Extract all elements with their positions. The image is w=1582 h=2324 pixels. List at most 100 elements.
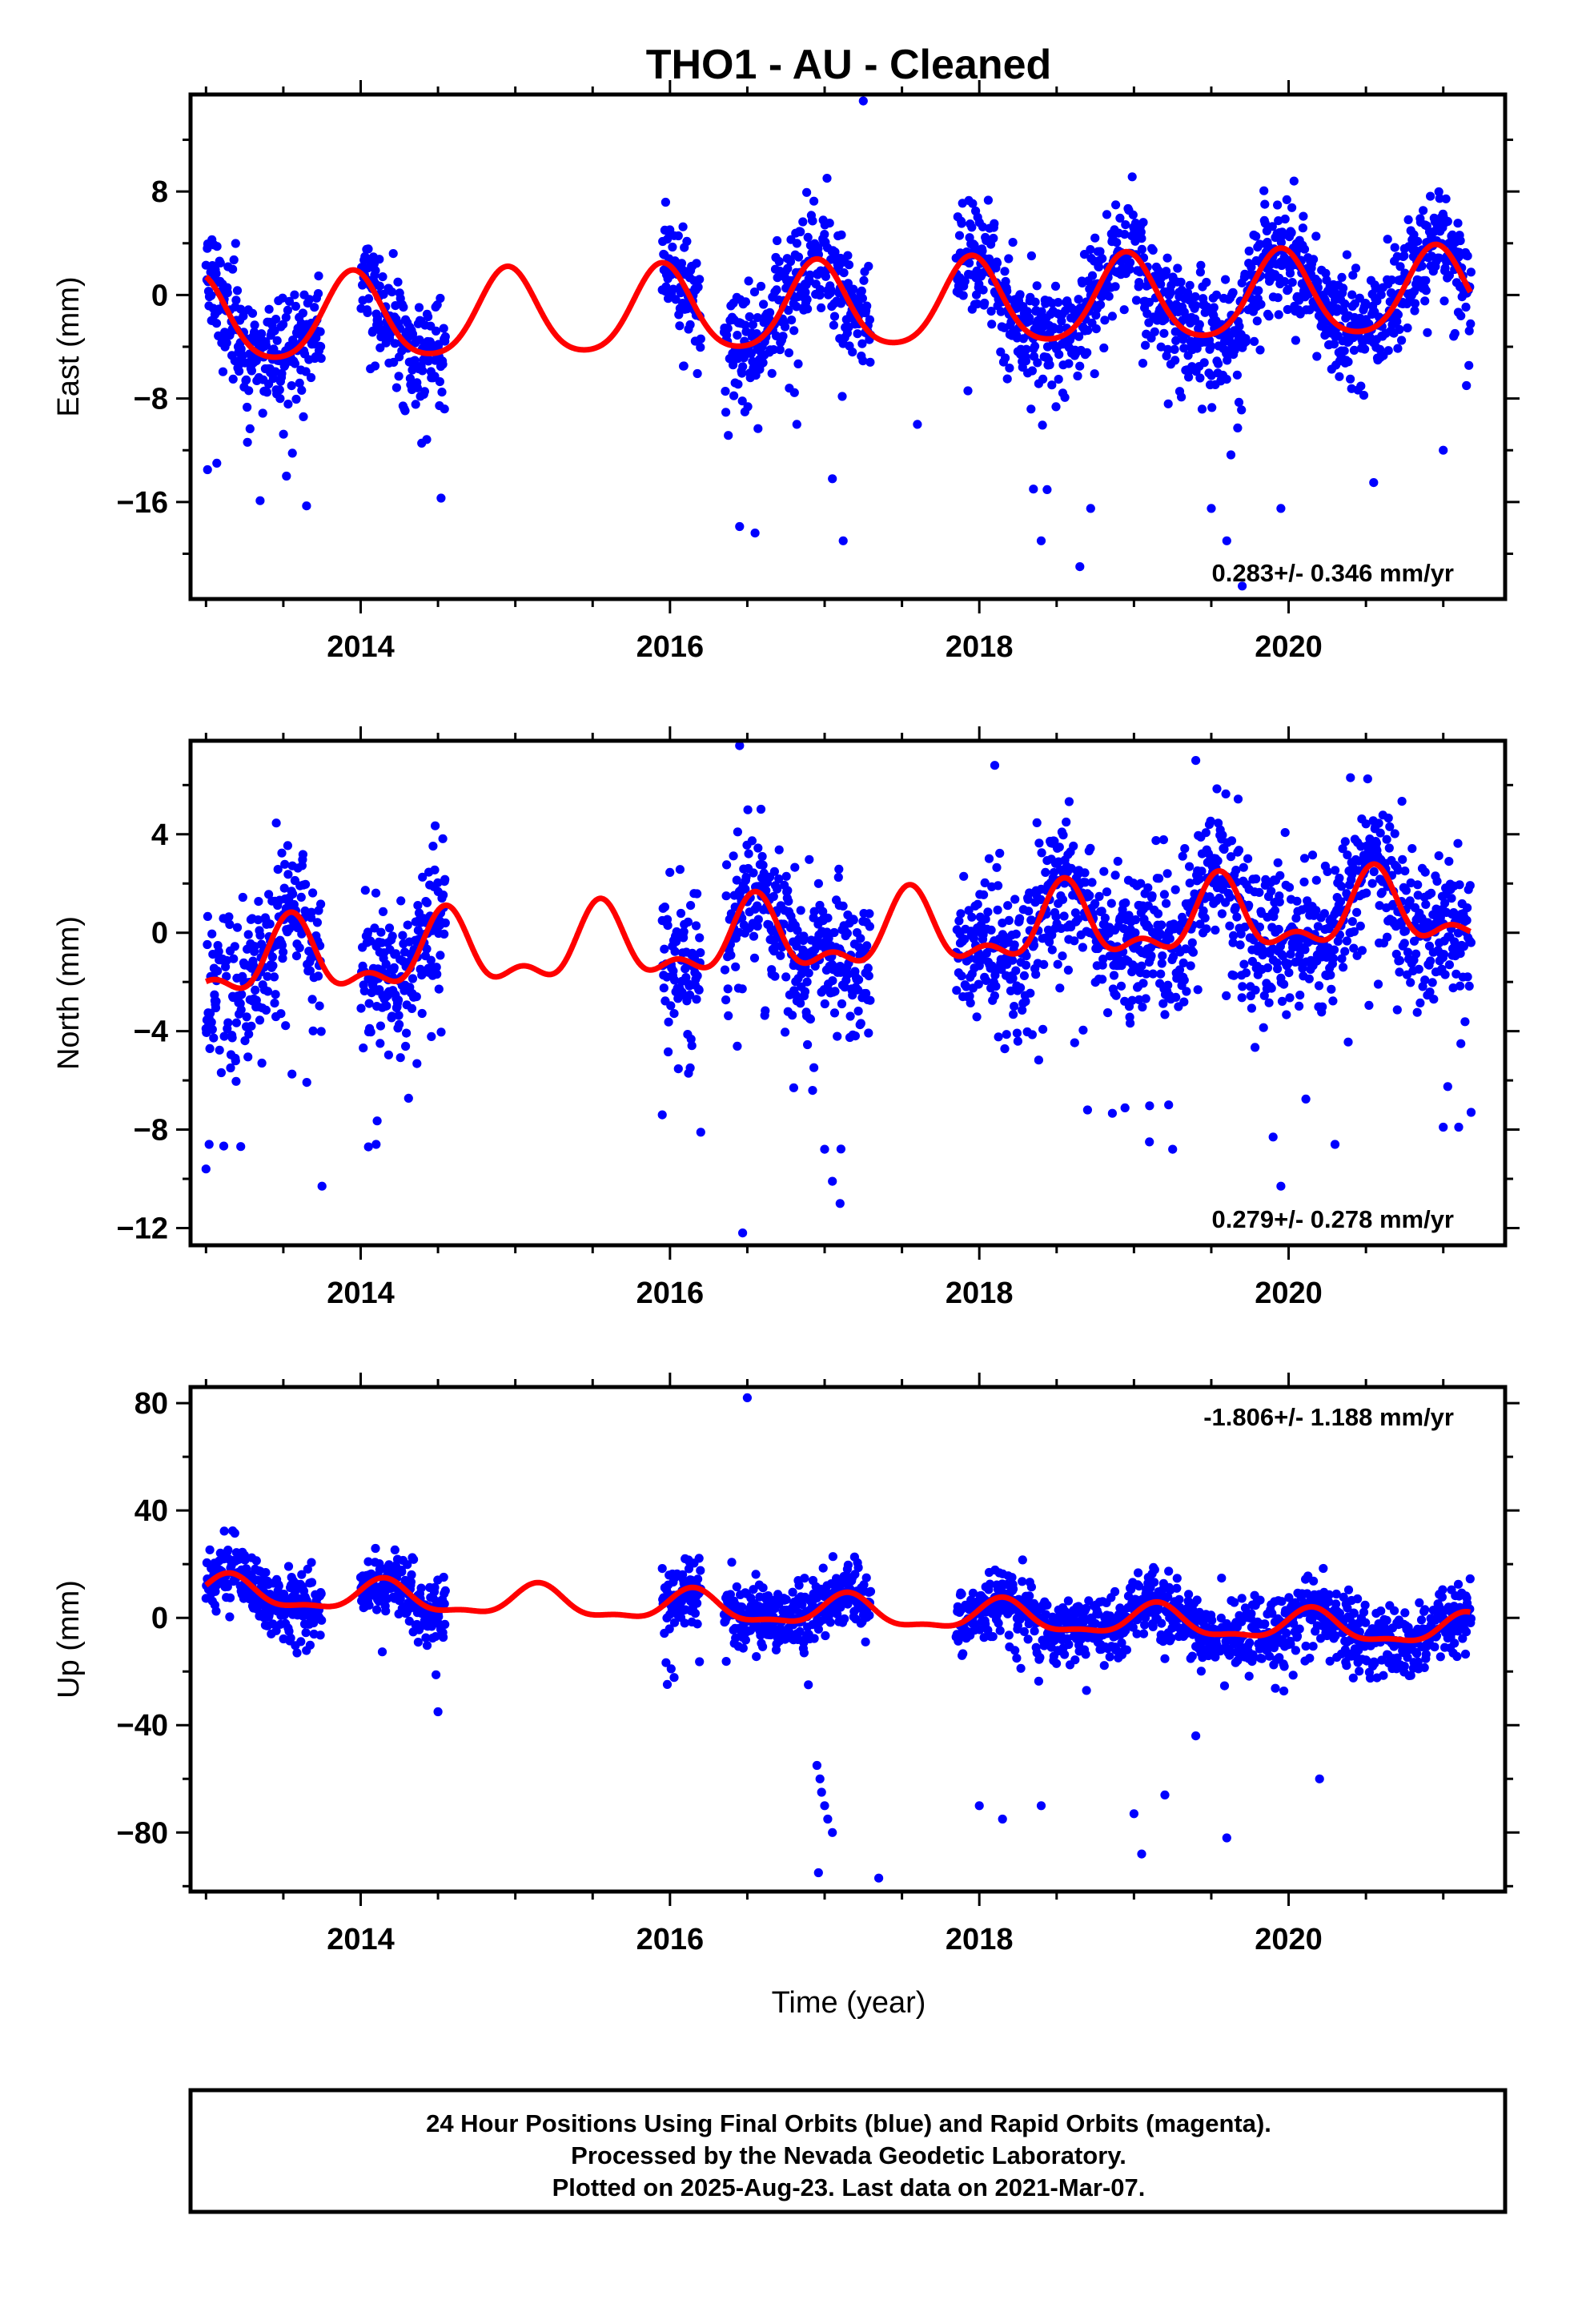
data-point bbox=[792, 239, 802, 248]
data-point bbox=[1323, 866, 1332, 876]
data-point bbox=[1466, 267, 1476, 277]
data-point bbox=[1119, 305, 1129, 315]
data-point bbox=[1387, 275, 1396, 285]
data-point bbox=[982, 975, 991, 985]
data-point bbox=[1082, 1603, 1091, 1613]
data-point bbox=[240, 1036, 250, 1046]
outlier-point bbox=[1454, 1122, 1464, 1132]
data-point bbox=[1191, 292, 1200, 302]
data-point bbox=[959, 871, 969, 881]
data-point bbox=[440, 1599, 449, 1609]
data-point bbox=[666, 1664, 676, 1674]
data-point bbox=[757, 851, 767, 862]
data-point bbox=[432, 969, 442, 979]
data-point bbox=[231, 1076, 241, 1086]
outlier-point bbox=[1029, 485, 1038, 494]
data-point bbox=[1429, 995, 1439, 1004]
data-point bbox=[394, 372, 404, 381]
data-point bbox=[825, 219, 834, 228]
data-point bbox=[1157, 920, 1166, 930]
data-point bbox=[1150, 327, 1159, 336]
data-point bbox=[669, 966, 678, 975]
data-point bbox=[1398, 854, 1407, 864]
data-point bbox=[984, 854, 994, 863]
data-point bbox=[228, 264, 238, 274]
data-point bbox=[1070, 1038, 1079, 1047]
data-point bbox=[249, 961, 259, 971]
data-point bbox=[371, 1543, 380, 1554]
data-point bbox=[957, 1589, 966, 1598]
data-point bbox=[720, 965, 730, 975]
data-point bbox=[243, 437, 252, 447]
data-point bbox=[413, 1638, 424, 1647]
data-point bbox=[417, 1008, 427, 1019]
outlier-point bbox=[1346, 773, 1355, 782]
data-point bbox=[1364, 1000, 1374, 1010]
data-point bbox=[263, 971, 272, 981]
data-point bbox=[225, 1593, 235, 1602]
y-tick-label: 4 bbox=[151, 818, 168, 852]
data-point bbox=[1456, 235, 1465, 246]
y-tick-label: −12 bbox=[117, 1212, 168, 1245]
data-point bbox=[990, 219, 999, 228]
data-point bbox=[422, 898, 432, 907]
data-point bbox=[784, 305, 793, 316]
data-point bbox=[244, 386, 254, 396]
data-point bbox=[1080, 868, 1090, 878]
data-point bbox=[1251, 1043, 1260, 1052]
data-point bbox=[986, 307, 996, 316]
data-point bbox=[1313, 283, 1323, 292]
data-point bbox=[1259, 1023, 1268, 1032]
data-point bbox=[983, 907, 993, 917]
data-point bbox=[1173, 263, 1182, 273]
data-point bbox=[211, 269, 221, 279]
data-point bbox=[1329, 945, 1339, 955]
data-point bbox=[1274, 924, 1283, 935]
data-point bbox=[1466, 319, 1476, 328]
data-point bbox=[987, 320, 997, 329]
data-point bbox=[1241, 336, 1251, 346]
data-point bbox=[1079, 250, 1090, 259]
data-point bbox=[1178, 851, 1187, 861]
data-point bbox=[262, 388, 272, 397]
data-point bbox=[1195, 875, 1204, 884]
data-point bbox=[1039, 959, 1049, 969]
east-rate-label: 0.283+/- 0.346 mm/yr bbox=[1212, 559, 1454, 587]
data-point bbox=[1420, 975, 1430, 985]
data-point bbox=[1427, 888, 1436, 898]
data-point bbox=[1383, 346, 1393, 356]
data-point bbox=[229, 954, 239, 963]
data-point bbox=[1087, 878, 1097, 887]
data-point bbox=[1373, 979, 1383, 989]
data-point bbox=[247, 1021, 256, 1031]
data-point bbox=[1070, 936, 1079, 946]
data-point bbox=[1011, 966, 1021, 975]
data-point bbox=[1078, 1025, 1088, 1035]
data-point bbox=[861, 1637, 870, 1647]
data-point bbox=[1421, 275, 1431, 285]
data-point bbox=[1450, 328, 1460, 339]
data-point bbox=[968, 199, 978, 208]
data-point bbox=[291, 951, 302, 961]
data-point bbox=[424, 312, 433, 322]
data-point bbox=[1085, 891, 1094, 900]
data-point bbox=[1126, 1019, 1135, 1028]
outlier-point bbox=[657, 1110, 667, 1120]
data-point bbox=[224, 912, 234, 922]
data-point bbox=[235, 366, 244, 376]
data-point bbox=[1125, 264, 1134, 274]
data-point bbox=[1287, 278, 1297, 287]
outlier-point bbox=[282, 471, 291, 481]
data-point bbox=[1456, 1039, 1466, 1048]
data-point bbox=[360, 886, 370, 895]
outlier-point bbox=[1191, 756, 1201, 766]
data-point bbox=[1058, 895, 1068, 904]
data-point bbox=[1434, 851, 1443, 861]
data-point bbox=[778, 332, 788, 341]
data-point bbox=[753, 424, 763, 433]
data-point bbox=[413, 901, 423, 911]
data-point bbox=[1392, 316, 1402, 326]
y-tick-label: −8 bbox=[134, 1114, 168, 1148]
data-point bbox=[972, 290, 982, 300]
data-point bbox=[1241, 968, 1251, 978]
